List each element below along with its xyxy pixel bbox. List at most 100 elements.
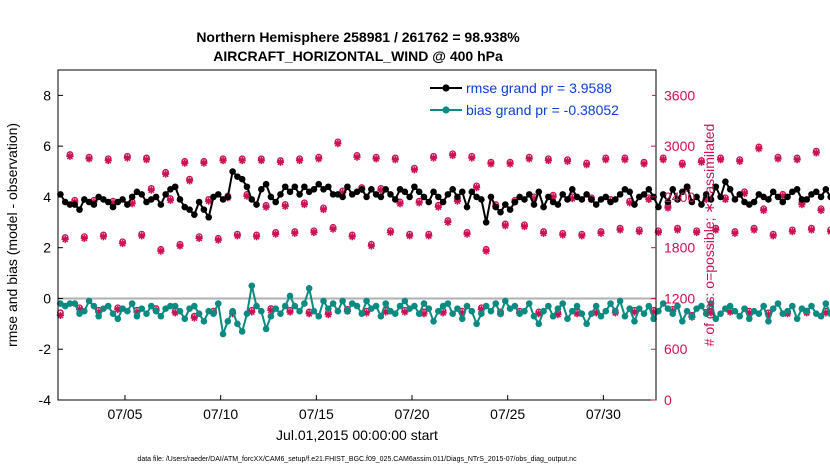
bias-point <box>793 315 801 323</box>
legend-rmse-marker <box>442 84 450 92</box>
rmse-point <box>679 188 686 196</box>
rmse-point <box>707 196 715 203</box>
bias-point <box>286 292 294 300</box>
bias-point <box>324 305 332 312</box>
bias-point <box>482 302 490 310</box>
obs-possible-point <box>564 156 571 164</box>
bias-point <box>334 307 342 315</box>
obs-possible-point <box>760 205 768 213</box>
obs-possible-point <box>257 155 265 163</box>
rmse-point <box>664 198 672 206</box>
bias-point <box>200 318 208 325</box>
bias-series <box>57 282 830 338</box>
rmse-point <box>688 198 696 206</box>
rmse-point <box>726 186 734 193</box>
bias-point <box>114 315 122 323</box>
obs-possible-point <box>463 229 471 236</box>
left-tick-label: -2 <box>39 341 52 357</box>
rmse-point <box>592 201 600 208</box>
obs-possible-point <box>444 217 452 225</box>
rmse-series <box>57 168 830 226</box>
obs-possible-point <box>540 228 548 236</box>
x-tick-label: 07/10 <box>203 406 238 422</box>
rmse-point <box>774 193 782 201</box>
bias-point <box>391 310 399 317</box>
bias-point <box>234 320 241 328</box>
bias-point <box>133 312 141 320</box>
rmse-point <box>765 196 772 203</box>
rmse-point <box>655 203 662 211</box>
rmse-point <box>659 191 667 198</box>
obs-possible-point <box>238 155 246 163</box>
rmse-point <box>262 180 270 188</box>
obs-possible-point <box>487 158 495 166</box>
rmse-point <box>186 206 193 213</box>
bias-point <box>578 310 586 317</box>
obs-possible-point <box>406 230 414 238</box>
rmse-point <box>387 191 394 198</box>
rmse-point <box>439 198 447 206</box>
bias-point <box>344 307 351 315</box>
bias-point <box>597 312 605 320</box>
obs-possible-point <box>640 158 648 166</box>
bias-point <box>564 315 571 323</box>
bias-point <box>683 307 691 315</box>
rmse-point <box>693 193 700 201</box>
rmse-point <box>812 188 820 196</box>
x-axis: 07/05 07/10 07/15 07/20 07/25 07/30 <box>107 395 621 422</box>
bias-point <box>248 282 256 290</box>
rmse-point <box>769 188 777 196</box>
bias-point <box>463 302 471 310</box>
rmse-point <box>702 191 710 198</box>
obs-possible-point <box>602 154 610 162</box>
obs-possible-point <box>219 155 227 163</box>
bias-point <box>435 307 442 315</box>
rmse-point <box>612 196 619 203</box>
bias-point <box>612 307 619 315</box>
bias-point <box>296 307 303 315</box>
obs-possible-point <box>300 199 308 207</box>
right-tick-label: 2400 <box>664 189 695 205</box>
rmse-point <box>90 201 98 208</box>
rmse-point <box>530 201 538 208</box>
rmse-point <box>435 193 442 201</box>
obs-possible-point <box>99 231 107 239</box>
bias-point <box>128 300 136 307</box>
rmse-point <box>238 175 246 183</box>
bias-point <box>277 310 284 317</box>
left-tick-label: 0 <box>43 290 51 306</box>
rmse-point <box>415 188 423 196</box>
bias-point <box>511 302 519 310</box>
bias-point <box>81 307 88 315</box>
bias-point <box>621 312 629 320</box>
rmse-point <box>478 196 485 203</box>
obs-possible-point <box>501 220 509 228</box>
rmse-point <box>124 201 131 208</box>
rmse-point <box>71 201 79 208</box>
bias-point <box>454 305 461 312</box>
bias-point <box>219 330 227 338</box>
bias-point <box>478 310 485 317</box>
obs-possible-point <box>415 197 423 205</box>
rmse-point <box>822 186 830 193</box>
bias-point <box>659 300 667 307</box>
bias-point <box>90 302 98 310</box>
bias-point <box>372 302 380 310</box>
bias-point <box>305 285 313 292</box>
bias-point <box>444 300 452 307</box>
rmse-point <box>157 201 165 208</box>
obs-possible-point <box>774 153 782 161</box>
bias-point <box>650 315 657 323</box>
rmse-point <box>540 203 547 211</box>
bias-point <box>191 302 198 310</box>
bias-point <box>315 312 323 320</box>
bias-point <box>167 302 174 310</box>
bias-point <box>645 302 653 310</box>
bias-point <box>631 318 638 325</box>
obs-possible-point <box>143 154 150 162</box>
bias-point <box>755 310 763 317</box>
obs-possible-point <box>808 224 815 232</box>
obs-possible-point <box>544 155 552 163</box>
rmse-point <box>482 219 490 226</box>
bias-point <box>559 300 567 307</box>
